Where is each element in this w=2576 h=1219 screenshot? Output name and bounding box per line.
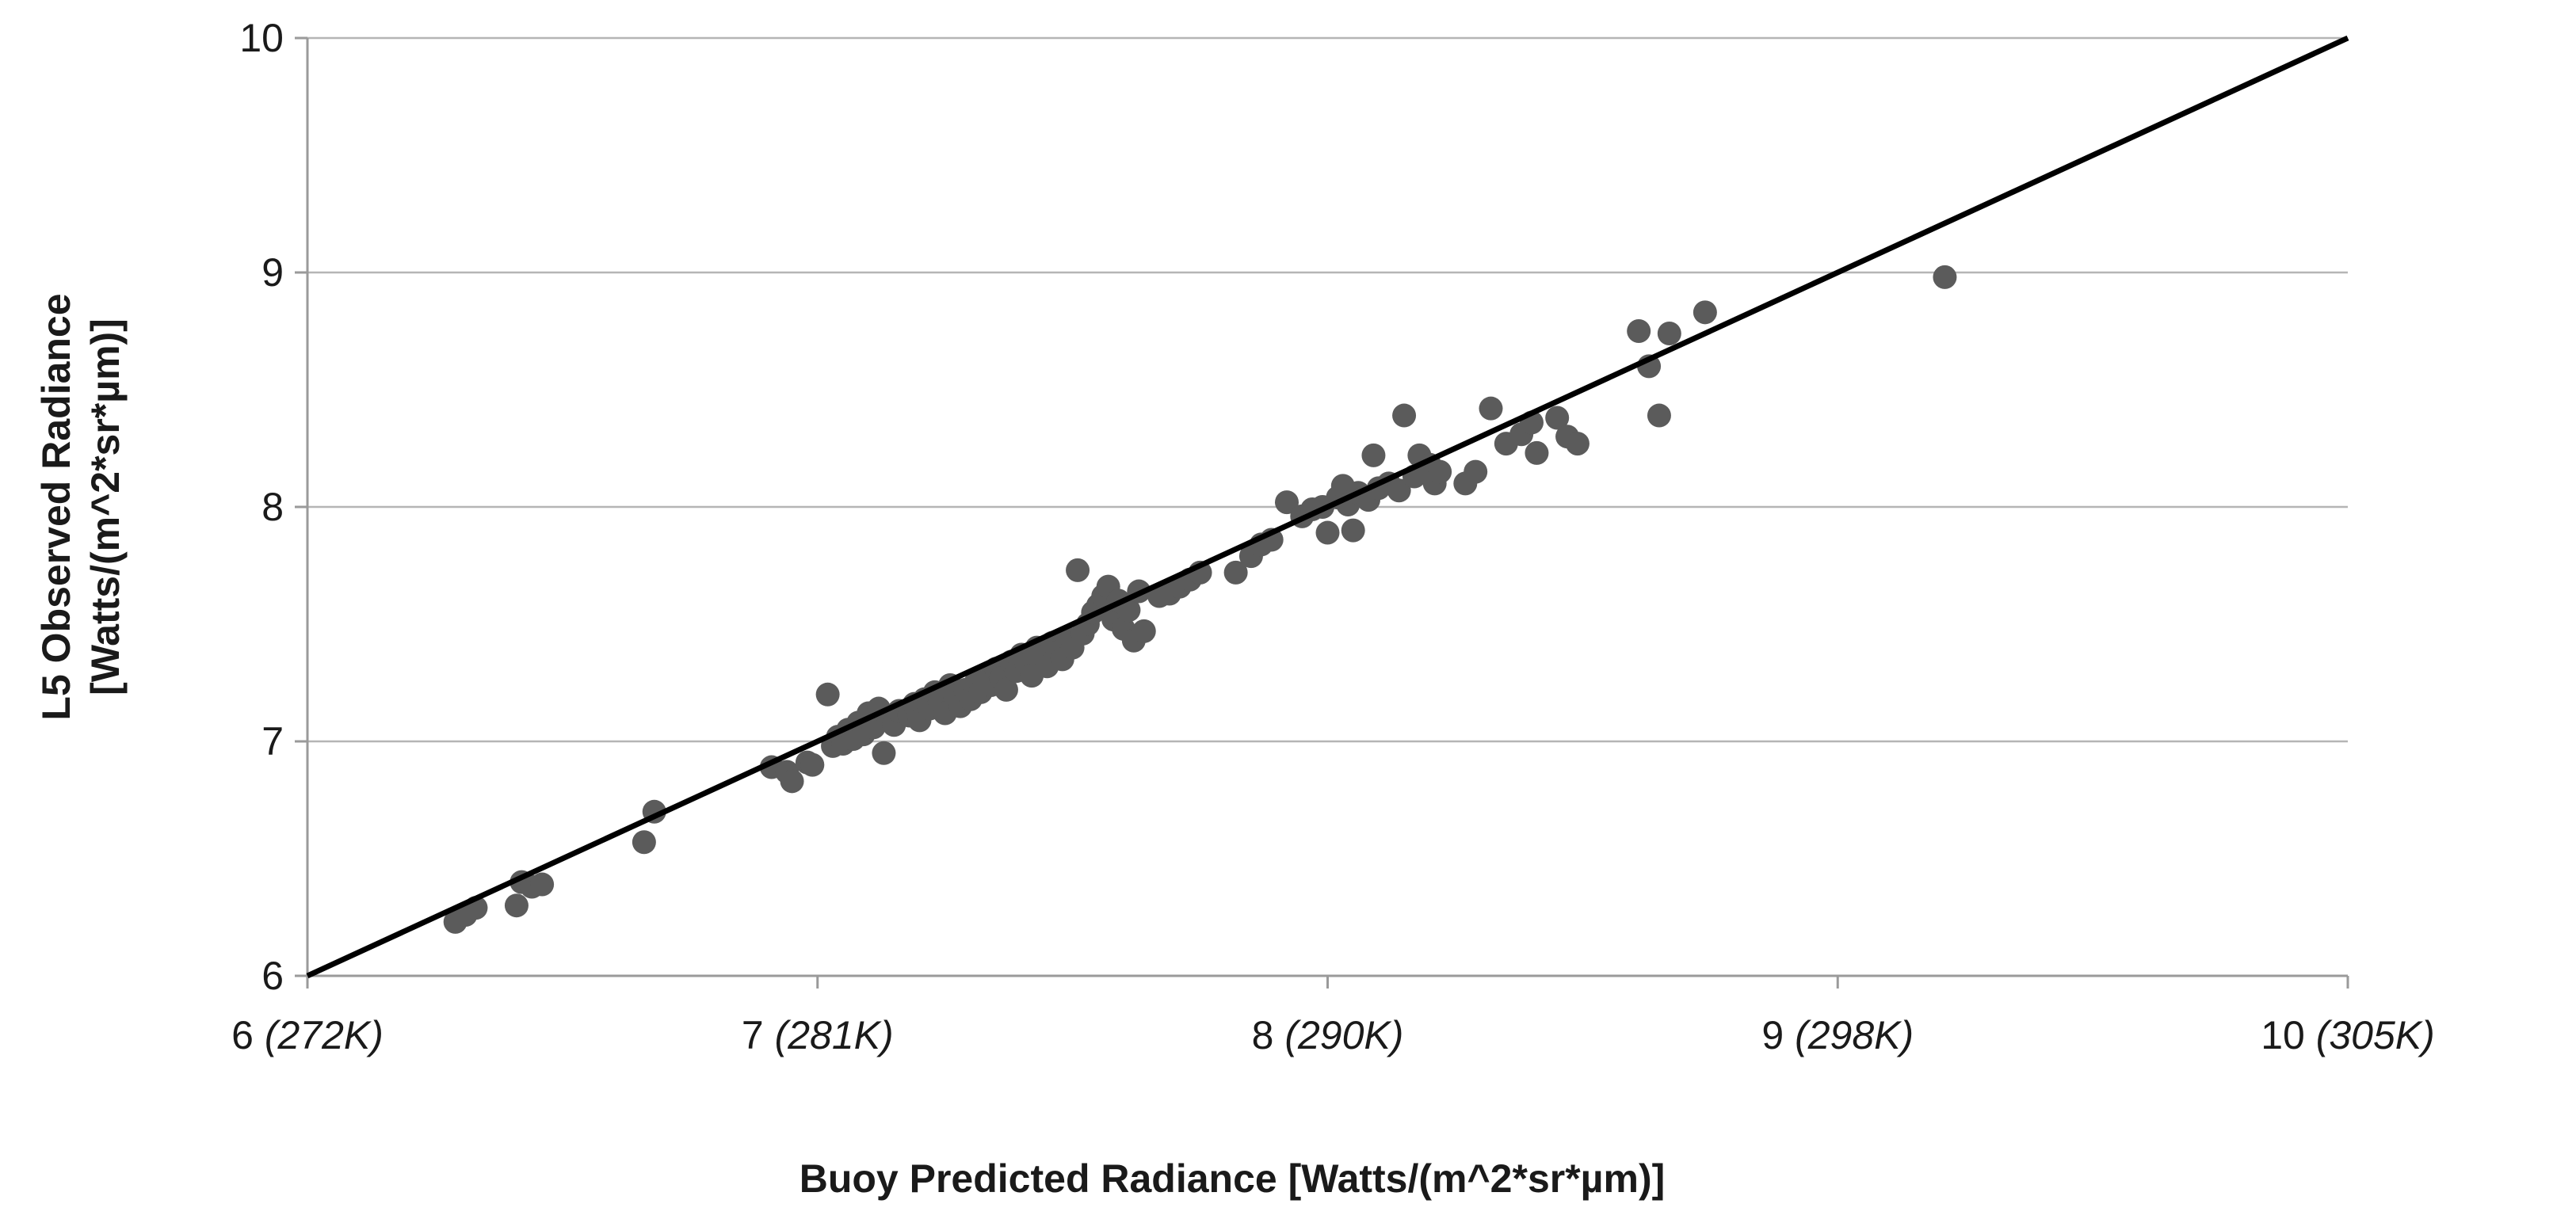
y-axis-title-line-1: L5 Observed Radiance [34,293,78,720]
data-point-118 [1647,403,1671,428]
data-point-25 [872,741,896,765]
data-point-62 [1066,558,1090,582]
data-point-105 [1428,459,1452,484]
data-point-89 [1315,520,1340,545]
x-tick-temp-3: (298K) [1795,1013,1914,1057]
x-tick-label-1: 7 (281K) [742,1013,894,1057]
x-tick-temp-4: (305K) [2316,1013,2435,1057]
data-point-85 [1275,490,1299,515]
x-axis-title: Buoy Predicted Radiance [Watts/(m^2*sr*µ… [800,1156,1666,1201]
data-point-100 [1392,403,1417,428]
y-tick-label-4: 10 [239,16,284,60]
data-point-13 [800,752,825,777]
x-tick-value-1: 7 [742,1013,775,1057]
x-tick-temp-0: (272K) [265,1013,384,1057]
x-tick-label-0: 6 (272K) [231,1013,384,1057]
axes [295,36,2349,989]
y-tick-label-3: 9 [261,250,284,295]
y-tick-label-2: 8 [261,485,284,529]
data-point-14 [815,682,840,707]
x-tick-value-4: 10 [2261,1013,2316,1057]
data-point-115 [1565,432,1589,456]
data-point-99 [1387,478,1411,503]
y-tick-labels: 6 7 8 9 10 [239,16,284,998]
data-point-113 [1545,406,1570,430]
x-tick-temp-2: (290K) [1284,1013,1403,1057]
data-point-107 [1464,459,1488,484]
y-tick-label-0: 6 [261,954,284,998]
data-point-48 [994,677,1018,702]
x-tick-temp-1: (281K) [775,1013,894,1057]
data-point-11 [780,769,804,794]
y-axis-title-line-2: [Watts/(m^2*sr*µm)] [83,318,128,695]
x-tick-labels: 6 (272K) 7 (281K) 8 (290K) 9 (298K) 10 (305K… [231,1013,2435,1057]
x-tick-value-2: 8 [1252,1013,1285,1057]
data-point-112 [1525,440,1549,465]
data-point-116 [1627,319,1651,343]
data-point-119 [1657,321,1681,345]
x-tick-value-0: 6 [231,1013,265,1057]
data-point-75 [1132,619,1156,643]
data-point-93 [1341,518,1365,543]
x-tick-label-2: 8 (290K) [1252,1013,1404,1057]
data-point-3 [504,893,529,918]
data-point-81 [1223,560,1248,585]
x-tick-label-4: 10 (305K) [2261,1013,2435,1057]
y-tick-label-1: 7 [261,719,284,764]
x-tick-label-3: 9 (298K) [1761,1013,1914,1057]
data-point-96 [1361,443,1386,467]
one-to-one-line [306,35,2349,979]
gridlines [307,36,2348,743]
x-tick-value-3: 9 [1761,1013,1795,1057]
data-point-120 [1693,300,1717,325]
data-point-108 [1479,396,1503,421]
data-points [443,265,1957,934]
data-point-6 [530,872,555,897]
data-point-7 [632,830,656,855]
data-point-121 [1933,265,1957,289]
